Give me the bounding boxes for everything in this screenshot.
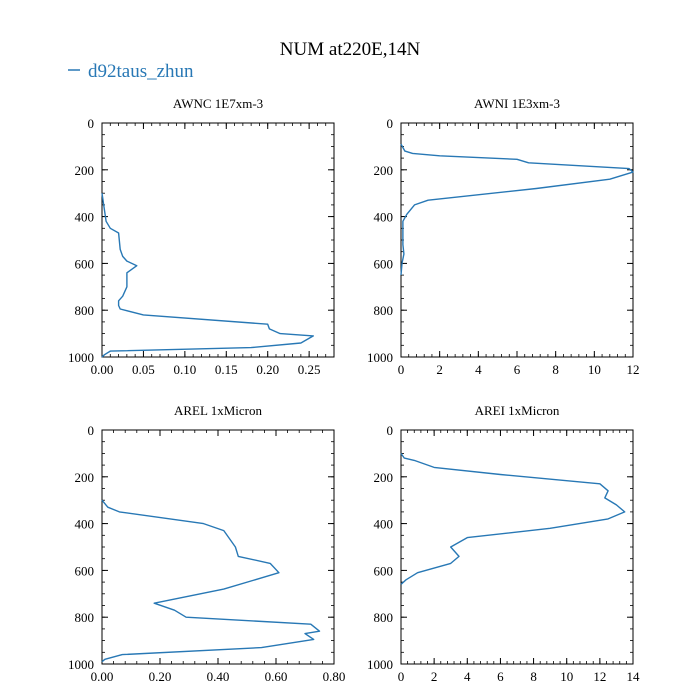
panel-2: AWNI 1E3xm-3 0 200 400 600 800 1000 0 2 4 6 8 10 12	[367, 96, 640, 377]
x-tick-label: 0.10	[173, 362, 196, 377]
plot-frame	[101, 122, 335, 358]
x-tick-label: 0	[398, 362, 405, 377]
x-tick-label: 4	[464, 669, 471, 684]
x-tick-label: 10	[588, 362, 601, 377]
y-tick-label: 1000	[367, 657, 393, 672]
figure-title: NUM at220E,14N	[280, 39, 421, 60]
y-tick-label: 200	[75, 470, 95, 485]
y-tick-label: 200	[374, 163, 394, 178]
y-tick-label: 400	[374, 210, 394, 225]
y-tick-label: 0	[88, 116, 95, 131]
series-line	[101, 499, 321, 663]
y-tick-label: 800	[374, 303, 394, 318]
series-line	[400, 452, 626, 585]
y-tick-label: 0	[88, 423, 95, 438]
y-tick-label: 0	[387, 116, 394, 131]
x-tick-label: 8	[530, 669, 537, 684]
y-tick-label: 800	[75, 303, 95, 318]
legend-label: d92taus_zhun	[88, 61, 194, 82]
x-tick-label: 0.40	[207, 669, 230, 684]
x-tick-label: 2	[431, 669, 438, 684]
y-tick-label: 400	[75, 210, 95, 225]
x-tick-label: 0.00	[91, 362, 114, 377]
y-tick-label: 600	[75, 563, 95, 578]
panel-title: AREL 1xMicron	[174, 403, 262, 418]
x-tick-label: 0.25	[298, 362, 321, 377]
x-tick-label: 0.15	[215, 362, 238, 377]
y-tick-label: 600	[374, 256, 394, 271]
x-tick-label: 0.80	[323, 669, 346, 684]
x-tick-label: 0.20	[149, 669, 172, 684]
x-tick-label: 8	[552, 362, 559, 377]
x-tick-label: 6	[514, 362, 521, 377]
x-tick-label: 4	[475, 362, 482, 377]
y-tick-label: 400	[374, 517, 394, 532]
panel-title: AWNI 1E3xm-3	[474, 96, 560, 111]
y-tick-label: 600	[374, 563, 394, 578]
y-tick-label: 800	[75, 610, 95, 625]
x-tick-label: 2	[436, 362, 443, 377]
series-line	[101, 193, 314, 358]
x-tick-label: 0	[398, 669, 405, 684]
y-tick-label: 1000	[68, 657, 94, 672]
x-tick-label: 12	[627, 362, 640, 377]
series-line	[400, 143, 634, 276]
x-tick-label: 10	[560, 669, 573, 684]
plot-frame	[400, 122, 634, 358]
y-tick-label: 800	[374, 610, 394, 625]
y-tick-label: 600	[75, 256, 95, 271]
plot-frame	[400, 429, 634, 665]
x-tick-label: 0.05	[132, 362, 155, 377]
panel-4: AREI 1xMicron 0 200 400 600 800 1000 0 2 4 6 8 10 12 1…	[367, 403, 640, 684]
plot-frame	[101, 429, 335, 665]
panel-title: AWNC 1E7xm-3	[173, 96, 263, 111]
panel-title: AREI 1xMicron	[475, 403, 560, 418]
y-tick-label: 0	[387, 423, 394, 438]
y-tick-label: 400	[75, 517, 95, 532]
x-tick-label: 12	[593, 669, 606, 684]
y-tick-label: 1000	[367, 350, 393, 365]
x-tick-label: 0.00	[91, 669, 114, 684]
x-tick-label: 6	[497, 669, 504, 684]
y-tick-label: 200	[75, 163, 95, 178]
y-tick-label: 1000	[68, 350, 94, 365]
x-tick-label: 14	[627, 669, 641, 684]
y-tick-label: 200	[374, 470, 394, 485]
x-tick-label: 0.60	[265, 669, 288, 684]
x-tick-label: 0.20	[256, 362, 279, 377]
